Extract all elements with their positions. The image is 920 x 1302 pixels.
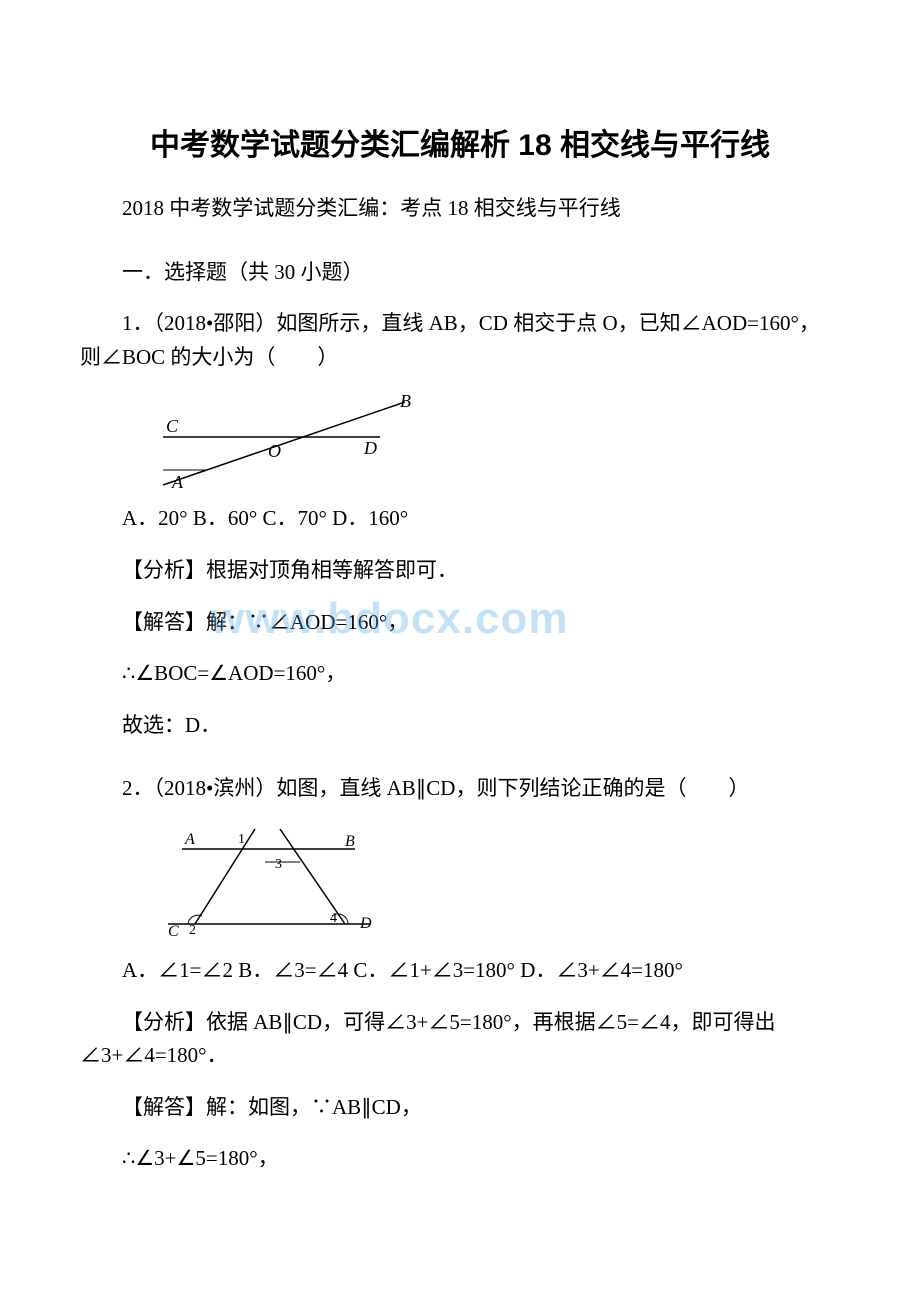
q1-label-a: A	[171, 472, 184, 492]
q2-stem: 2．（2018•滨州）如图，直线 AB∥CD，则下列结论正确的是（ ）	[80, 772, 840, 806]
q1-stem: 1．（2018•邵阳）如图所示，直线 AB，CD 相交于点 O，已知∠AOD=1…	[80, 307, 840, 374]
section-heading: 一．选择题（共 30 小题）	[80, 256, 840, 290]
q1-label-o: O	[268, 441, 281, 461]
q2-solve-1: 【解答】解：如图，∵AB∥CD，	[80, 1091, 840, 1125]
q2-analysis: 【分析】依据 AB∥CD，可得∠3+∠5=180°，再根据∠5=∠4，即可得出∠…	[80, 1006, 840, 1073]
q2-angle-4: 4	[330, 911, 337, 926]
q2-angle-1: 1	[238, 832, 245, 847]
q1-label-b: B	[400, 392, 411, 411]
q2-label-a: A	[184, 831, 195, 848]
q1-label-d: D	[363, 438, 377, 458]
q1-solve-3: 故选：D．	[80, 709, 840, 743]
q2-angle-2: 2	[189, 923, 196, 938]
q2-solve-2: ∴∠3+∠5=180°，	[80, 1142, 840, 1176]
page-title: 中考数学试题分类汇编解析 18 相交线与平行线	[80, 120, 840, 164]
q1-analysis: 【分析】根据对顶角相等解答即可．	[80, 554, 840, 588]
q2-options: A．∠1=∠2 B．∠3=∠4 C．∠1+∠3=180° D．∠3+∠4=180…	[80, 954, 840, 988]
subtitle: 2018 中考数学试题分类汇编：考点 18 相交线与平行线	[80, 192, 840, 226]
q1-solve-1: 【解答】解：∵∠AOD=160°，	[80, 606, 840, 640]
q2-figure: A B C D 1 3 2 4	[160, 824, 840, 944]
q2-label-c: C	[168, 923, 179, 940]
q1-solve-2: ∴∠BOC=∠AOD=160°，	[80, 657, 840, 691]
q2-label-d: D	[359, 915, 372, 932]
q2-label-b: B	[345, 833, 355, 850]
q1-options: A．20° B．60° C．70° D．160°	[80, 502, 840, 536]
q2-angle-3: 3	[275, 857, 282, 872]
q1-figure: C B O D A	[160, 392, 840, 492]
q1-label-c: C	[166, 416, 179, 436]
